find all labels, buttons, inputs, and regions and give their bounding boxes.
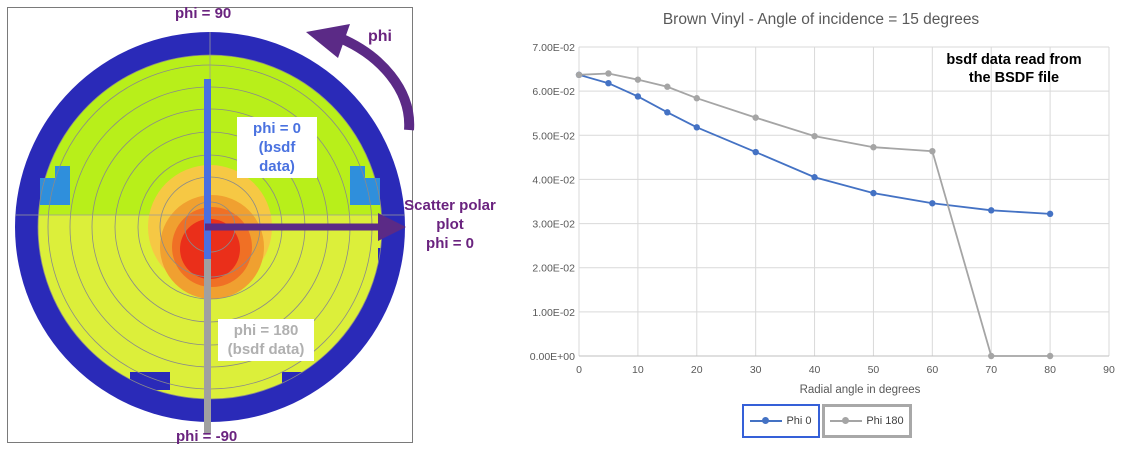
series-0-point: [988, 207, 995, 214]
x-tick-label: 0: [576, 364, 582, 376]
series-0-point: [605, 79, 612, 87]
series-0-point: [811, 174, 818, 181]
x-tick-label: 70: [985, 364, 997, 376]
series-1-point: [870, 144, 877, 151]
x-tick-label: 40: [809, 364, 821, 376]
series-1-point: [693, 95, 700, 102]
phi-0-arrow-head: [378, 213, 406, 241]
y-tick-label: 1.00E-02: [532, 307, 575, 319]
legend-label-phi-180: Phi 180: [866, 415, 904, 427]
x-tick-label: 60: [926, 364, 938, 376]
phi-90-label: phi = 90: [175, 5, 232, 22]
series-0-point: [752, 148, 759, 156]
phi-0-bar: [204, 79, 211, 259]
line-chart-panel: Brown Vinyl - Angle of incidence = 15 de…: [515, 0, 1127, 457]
series-1-point: [575, 71, 583, 79]
series-1-point: [752, 114, 759, 121]
phi-rotation-arrow-head: [306, 24, 350, 58]
phi-minus-90-label: phi = -90: [176, 428, 238, 445]
polar-blue-patch-left: [40, 166, 70, 205]
series-0-point: [929, 200, 936, 207]
line-chart: 0 10 20 30 40 50 60 70 80 90 0.00E+00 1.00E-02 2.00E…: [530, 42, 1115, 376]
legend-swatch-phi-180: [830, 416, 863, 426]
y-tick-label: 3.00E-02: [532, 219, 575, 231]
phi-0-bsdf-label: phi = 0 (bsdf data): [237, 117, 317, 178]
phi-180-bsdf-label: phi = 180 (bsdf data): [218, 319, 314, 361]
x-tick-label: 50: [868, 364, 880, 376]
series-1-point: [634, 76, 642, 83]
phi-180-bar: [204, 259, 211, 433]
series-1-point: [988, 352, 995, 360]
legend-label-phi-0: Phi 0: [786, 415, 812, 427]
chart-title: Brown Vinyl - Angle of incidence = 15 de…: [662, 11, 980, 28]
x-tick-label: 10: [632, 364, 644, 376]
polar-panel: phi = 90 phi = -90 phi Scatter polar plo…: [0, 0, 515, 457]
phi-rotation-label: phi: [368, 28, 392, 45]
series-1-point: [929, 147, 936, 155]
series-1-point: [1046, 352, 1054, 360]
series-1-point: [664, 83, 671, 90]
legend-swatch-phi-0: [750, 416, 783, 426]
series-0-point: [870, 189, 877, 197]
polar-blue-patch-right: [350, 166, 380, 205]
phi-rotation-arrow-arc: [337, 33, 415, 131]
y-tick-label: 7.00E-02: [532, 42, 575, 54]
series-0-point: [634, 93, 642, 100]
series-0-point: [1046, 210, 1054, 218]
y-tick-label: 2.00E-02: [532, 263, 575, 275]
x-tick-label: 20: [691, 364, 703, 376]
chart-annotation: bsdf data read from the BSDF file: [946, 52, 1082, 86]
scatter-polar-plot-label: Scatter polar plot phi = 0: [404, 197, 496, 252]
y-tick-label: 6.00E-02: [532, 86, 575, 98]
series-0-point: [664, 109, 671, 116]
x-tick-label: 30: [750, 364, 762, 376]
y-tick-label: 4.00E-02: [532, 174, 575, 186]
x-axis-label: Radial angle in degrees: [799, 384, 921, 396]
legend-item-phi-0: Phi 0: [742, 404, 820, 438]
legend-item-phi-180: Phi 180: [822, 404, 912, 438]
series-1-point: [811, 132, 818, 140]
y-tick-label: 5.00E-02: [532, 130, 575, 142]
series-1-point: [605, 70, 612, 77]
x-tick-label: 90: [1103, 364, 1115, 376]
series-0-point: [693, 124, 700, 131]
x-tick-label: 80: [1044, 364, 1056, 376]
y-tick-label: 0.00E+00: [530, 351, 575, 363]
